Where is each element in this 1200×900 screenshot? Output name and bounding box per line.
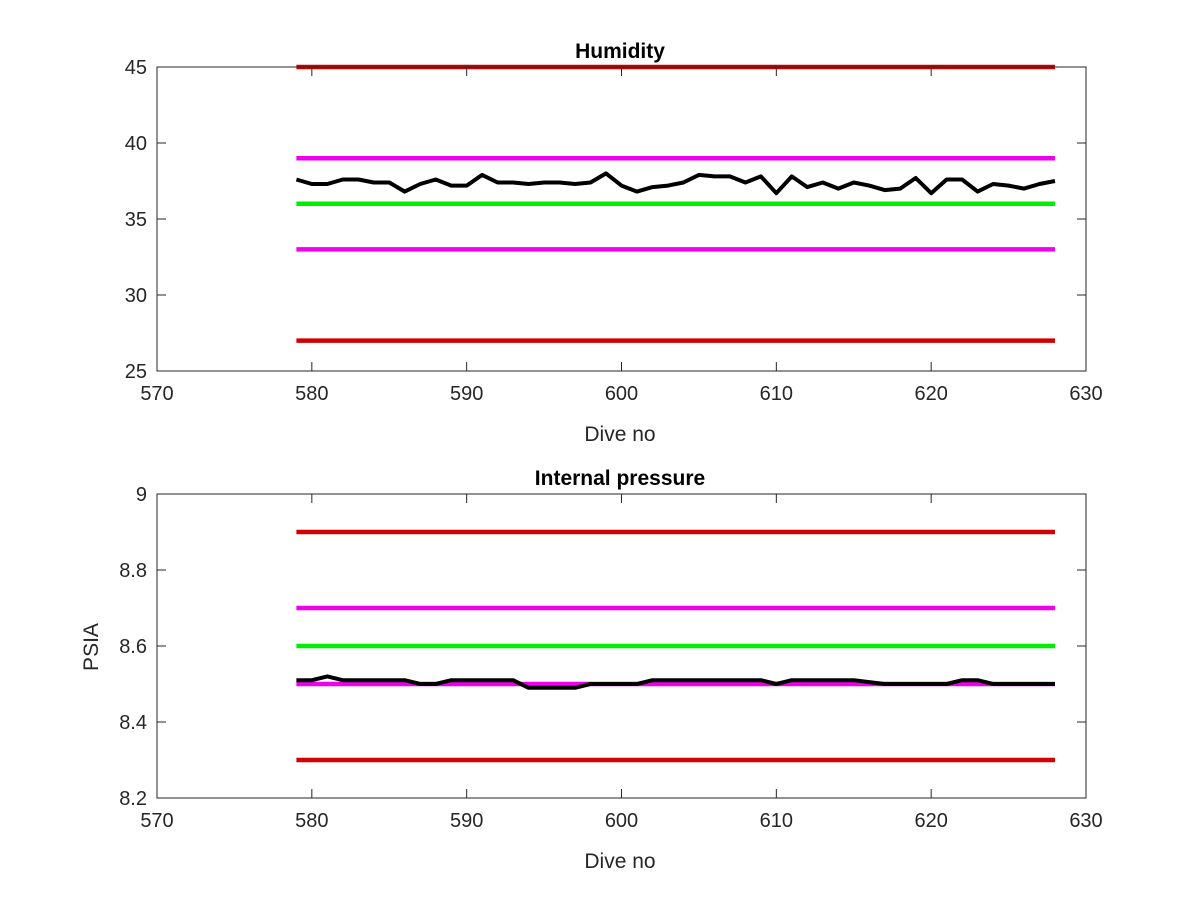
chart-title: Internal pressure <box>535 467 705 490</box>
y-tick-label: 8.8 <box>119 560 147 582</box>
axis-ticks: 570 580 590 600 610 620 630 8.2 8.4 8.6 8.8 9 <box>119 484 1103 832</box>
x-axis-label: Dive no <box>584 423 655 446</box>
y-tick-label: 35 <box>125 209 147 231</box>
x-tick-label: 630 <box>1069 383 1102 405</box>
x-tick-label: 610 <box>760 810 793 832</box>
y-tick-label: 8.2 <box>119 788 147 810</box>
x-tick-label: 620 <box>914 383 947 405</box>
x-tick-label: 600 <box>605 810 638 832</box>
y-axis-label: PSIA <box>80 623 103 671</box>
y-tick-label: 40 <box>125 133 147 155</box>
plot-area <box>295 64 1056 343</box>
humidity-subplot: Humidity Dive no 570 580 590 600 610 620 630 25… <box>125 40 1103 446</box>
axis-ticks: 570 580 590 600 610 620 630 25 30 35 40 45 <box>125 57 1103 405</box>
x-tick-label: 600 <box>605 383 638 405</box>
x-tick-label: 620 <box>914 810 947 832</box>
x-tick-label: 570 <box>140 383 173 405</box>
x-tick-label: 590 <box>450 383 483 405</box>
data-series-line <box>296 674 1055 690</box>
y-tick-label: 45 <box>125 57 147 79</box>
y-tick-label: 8.6 <box>119 636 147 658</box>
x-tick-label: 580 <box>295 383 328 405</box>
x-axis-label: Dive no <box>584 850 655 873</box>
x-tick-label: 630 <box>1069 810 1102 832</box>
x-tick-label: 590 <box>450 810 483 832</box>
internal-pressure-subplot: Internal pressure Dive no PSIA 570 580 590… <box>80 467 1103 873</box>
x-tick-label: 570 <box>140 810 173 832</box>
x-tick-label: 580 <box>295 810 328 832</box>
chart-title: Humidity <box>575 40 665 63</box>
axes-box <box>156 66 1087 372</box>
y-tick-label: 30 <box>125 285 147 307</box>
x-tick-label: 610 <box>760 383 793 405</box>
y-tick-label: 8.4 <box>119 712 147 734</box>
y-tick-label: 9 <box>136 484 147 506</box>
plot-area <box>296 529 1055 763</box>
y-tick-label: 25 <box>125 361 147 383</box>
data-series-line <box>295 171 1056 196</box>
